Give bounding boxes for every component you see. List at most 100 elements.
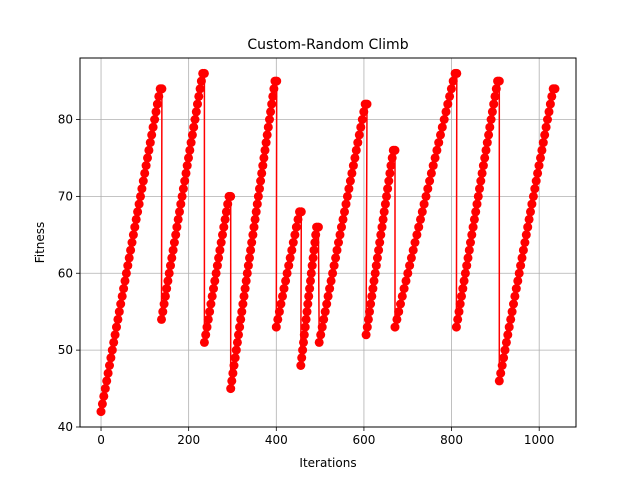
fitness-point [257,168,267,178]
fitness-point [499,353,509,363]
fitness-point [416,214,425,224]
fitness-point [177,191,187,201]
fitness-point [215,245,225,255]
fitness-point [455,299,465,309]
fitness-point [325,284,335,294]
fitness-point [151,107,161,117]
fitness-point [363,314,373,324]
fitness-point [171,230,181,240]
fitness-point [128,230,138,240]
fitness-point [194,91,204,101]
fitness-point [249,222,259,232]
fitness-point [138,176,148,186]
fitness-point [181,168,191,178]
fitness-point [354,130,364,140]
fitness-point [379,207,389,217]
fitness-point [131,214,141,224]
fitness-point [481,145,491,155]
x-tick-label: 600 [352,433,375,447]
fitness-point [302,307,312,317]
fitness-point [182,161,192,171]
fitness-point [166,261,175,271]
fitness-point [322,299,332,309]
fitness-point [134,199,144,209]
fitness-point [356,122,366,132]
fitness-point [246,245,256,255]
fitness-point [163,276,173,286]
fitness-point [305,284,315,294]
fitness-point [207,291,217,301]
fitness-point [331,253,341,263]
fitness-point [406,253,416,263]
fitness-point [175,207,184,217]
fitness-point [306,268,316,278]
fitness-point [110,330,120,340]
fitness-point [271,322,281,332]
fitness-point [218,230,227,240]
fitness-point [524,214,534,224]
fitness-point [353,138,363,148]
fitness-point [335,230,345,240]
fitness-point [531,176,541,186]
fitness-point [405,261,415,271]
fitness-point [414,222,424,232]
y-axis-ticks: 40 50 60 70 80 [58,113,80,434]
fitness-point [114,307,124,317]
fitness-point [439,115,449,124]
fitness-point [247,238,257,247]
fitness-point [536,153,545,163]
fitness-point [100,384,110,394]
fitness-point [282,268,292,278]
fitness-point [361,330,371,340]
fitness-point [348,161,358,171]
fitness-point [326,276,336,286]
fitness-point [316,330,326,340]
fitness-point [487,107,497,117]
fitness-point [419,199,429,209]
x-axis-label: Iterations [299,456,356,470]
fitness-point [123,261,133,271]
fitness-point [226,191,236,201]
fitness-point [184,153,193,163]
fitness-point [403,268,413,278]
fitness-point [534,161,544,171]
fitness-point [144,145,154,155]
fitness-point [189,122,199,132]
fitness-point [296,207,306,217]
fitness-point [150,115,160,124]
fitness-point [287,245,297,255]
fitness-point [238,299,248,309]
y-tick-label: 40 [58,420,73,434]
fitness-point [120,276,130,286]
fitness-point [397,291,407,301]
fitness-point [274,307,284,317]
fitness-point [544,107,554,117]
fitness-point [463,253,473,263]
fitness-point [160,291,170,301]
fitness-point [214,253,224,263]
fitness-point [148,122,158,132]
fitness-point [509,299,518,309]
fitness-point [533,168,543,178]
fitness-point [226,384,236,394]
fitness-point [530,184,540,194]
x-tick-label: 0 [97,433,105,447]
fitness-point [362,99,372,109]
fitness-point [300,322,310,332]
fitness-point [371,261,381,271]
fitness-point [137,184,147,194]
fitness-point [145,138,155,148]
fitness-point [382,191,391,201]
fitness-point [468,222,478,232]
fitness-point [541,122,551,132]
fitness-point [229,361,239,370]
fitness-point [221,207,231,217]
fitness-point [252,199,262,209]
fitness-point [158,307,168,317]
fitness-point [232,337,242,347]
fitness-point [399,284,409,294]
fitness-point [329,261,339,271]
fitness-point [212,261,222,271]
fitness-point [168,245,178,255]
